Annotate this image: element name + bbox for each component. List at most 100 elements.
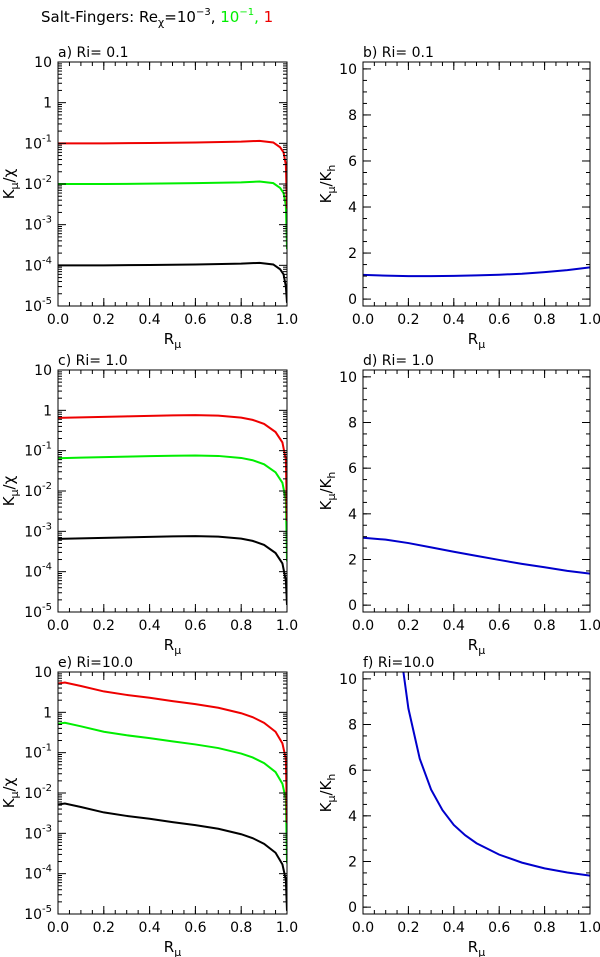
plot-frame-f [362, 671, 591, 915]
x-tick-label-b-2: 0.4 [443, 312, 465, 328]
x-tick-label-b-0: 0.0 [352, 312, 374, 328]
x-tick-label-a-1: 0.2 [93, 312, 115, 328]
y-tick-label-b-5: 10 [339, 62, 357, 78]
panel-b: 0.0 0.2 0.4 0.6 0.8 1.0 0 2 4 6 8 10 b) Ri= 0.1 Rμ Kμ/… [317, 45, 600, 351]
y-axis-label-e: Kμ/χ [0, 777, 21, 808]
y-tick-label-a-1: 10-4 [24, 255, 52, 274]
x-tick-label-a-3: 0.6 [184, 312, 206, 328]
series-line-b-0 [363, 266, 590, 278]
y-axis-label-b: Kμ/Kh [317, 165, 338, 204]
x-axis-label-b: Rμ [468, 330, 485, 351]
y-tick-label-f-2: 4 [348, 809, 357, 825]
panel-title-f: f) Ri=10.0 [363, 655, 434, 671]
x-tick-label-c-2: 0.4 [138, 618, 160, 634]
panel-title-d: d) Ri= 1.0 [363, 353, 434, 369]
y-tick-label-c-2: 10-3 [24, 521, 52, 540]
panel-title-b: b) Ri= 0.1 [363, 45, 434, 61]
y-tick-label-e-4: 10-1 [24, 743, 52, 762]
y-axis-label-f: Kμ/Kh [317, 774, 338, 813]
y-tick-label-f-3: 6 [348, 763, 357, 779]
y-tick-label-c-4: 10-1 [24, 441, 52, 460]
y-tick-label-c-1: 10-4 [24, 562, 52, 581]
y-tick-label-c-5: 1 [43, 403, 52, 419]
y-tick-label-d-0: 0 [348, 598, 357, 614]
x-tick-label-c-1: 0.2 [93, 618, 115, 634]
x-tick-label-e-4: 0.8 [230, 920, 252, 936]
x-tick-label-e-0: 0.0 [47, 920, 69, 936]
panel-c: 0.0 0.2 0.4 0.6 0.8 1.0 10-5 10-4 10-3 10-2 10-1 1 1… [0, 353, 298, 657]
x-tick-label-f-2: 0.4 [443, 920, 465, 936]
x-tick-label-d-1: 0.2 [397, 618, 419, 634]
plot-frame-e [57, 671, 288, 915]
plot-frame-c [57, 369, 288, 613]
x-tick-label-b-1: 0.2 [397, 312, 419, 328]
x-axis-label-d: Rμ [468, 636, 485, 657]
x-tick-label-d-3: 0.6 [488, 618, 510, 634]
plot-frame-d [362, 369, 591, 613]
series-line-a-2 [58, 139, 287, 209]
panel-e: 0.0 0.2 0.4 0.6 0.8 1.0 10-5 10-4 10-3 10-2 10-1 1 1… [0, 655, 298, 957]
x-tick-label-e-5: 1.0 [276, 920, 298, 936]
x-axis-label-c: Rμ [164, 636, 181, 657]
series-line-c-0 [58, 535, 287, 605]
y-tick-label-e-0: 10-5 [24, 904, 52, 923]
x-tick-label-f-3: 0.6 [488, 920, 510, 936]
y-tick-label-c-0: 10-5 [24, 602, 52, 621]
x-tick-label-e-2: 0.4 [138, 920, 160, 936]
plot-frame-b [362, 61, 591, 307]
x-tick-label-d-0: 0.0 [352, 618, 374, 634]
x-axis-label-f: Rμ [468, 938, 485, 957]
x-tick-label-c-3: 0.6 [184, 618, 206, 634]
y-tick-label-e-5: 1 [43, 705, 52, 721]
y-tick-label-e-2: 10-3 [24, 823, 52, 842]
y-tick-label-f-0: 0 [348, 900, 357, 916]
y-tick-label-e-1: 10-4 [24, 864, 52, 883]
series-line-e-1 [58, 721, 287, 864]
x-tick-label-e-3: 0.6 [184, 920, 206, 936]
y-axis-label-d: Kμ/Kh [317, 472, 338, 511]
y-tick-label-a-0: 10-5 [24, 296, 52, 315]
panel-title-e: e) Ri=10.0 [58, 655, 133, 671]
y-axis-label-c: Kμ/χ [0, 475, 21, 506]
y-tick-label-a-4: 10-1 [24, 133, 52, 152]
y-tick-label-e-6: 10 [34, 665, 52, 681]
y-tick-label-d-4: 8 [348, 416, 357, 432]
y-tick-label-b-3: 6 [348, 154, 357, 170]
series-line-a-1 [58, 180, 287, 250]
y-tick-label-b-1: 2 [348, 246, 357, 262]
y-tick-label-f-1: 2 [348, 854, 357, 870]
x-tick-label-b-4: 0.8 [533, 312, 555, 328]
x-tick-label-f-4: 0.8 [533, 920, 555, 936]
y-tick-label-e-3: 10-2 [24, 783, 52, 802]
x-axis-label-e: Rμ [164, 938, 181, 957]
x-tick-label-f-0: 0.0 [352, 920, 374, 936]
figure-title: Salt-Fingers: Reχ=10−3, 10−1, 1 [41, 7, 273, 29]
x-tick-label-a-5: 1.0 [276, 312, 298, 328]
series-line-d-0 [363, 536, 590, 575]
x-tick-label-c-5: 1.0 [276, 618, 298, 634]
y-axis-label-a: Kμ/χ [0, 168, 21, 199]
panel-f: 0.0 0.2 0.4 0.6 0.8 1.0 0 2 4 6 8 10 f) Ri=10.0 Rμ Kμ/… [317, 655, 600, 957]
x-tick-label-b-5: 1.0 [579, 312, 600, 328]
panel-title-a: a) Ri= 0.1 [58, 45, 129, 61]
x-tick-label-d-2: 0.4 [443, 618, 465, 634]
x-tick-label-c-0: 0.0 [47, 618, 69, 634]
y-tick-label-a-2: 10-3 [24, 215, 52, 234]
series-line-e-0 [58, 802, 287, 911]
x-tick-label-d-5: 1.0 [579, 618, 600, 634]
x-tick-label-f-1: 0.2 [397, 920, 419, 936]
x-axis-label-a: Rμ [164, 330, 181, 351]
series-line-f-0 [402, 672, 590, 877]
x-tick-label-d-4: 0.8 [533, 618, 555, 634]
y-tick-label-b-4: 8 [348, 108, 357, 124]
panel-title-c: c) Ri= 1.0 [58, 353, 128, 369]
y-tick-label-c-6: 10 [34, 363, 52, 379]
x-tick-label-a-0: 0.0 [47, 312, 69, 328]
x-tick-label-a-4: 0.8 [230, 312, 252, 328]
x-tick-label-c-4: 0.8 [230, 618, 252, 634]
panel-a: 0.0 0.2 0.4 0.6 0.8 1.0 10-5 10-4 10-3 10-2 10-1 1 1… [0, 45, 298, 351]
x-tick-label-e-1: 0.2 [93, 920, 115, 936]
y-tick-label-d-2: 4 [348, 507, 357, 523]
panel-d: 0.0 0.2 0.4 0.6 0.8 1.0 0 2 4 6 8 10 d) Ri= 1.0 Rμ Kμ/… [317, 353, 600, 657]
